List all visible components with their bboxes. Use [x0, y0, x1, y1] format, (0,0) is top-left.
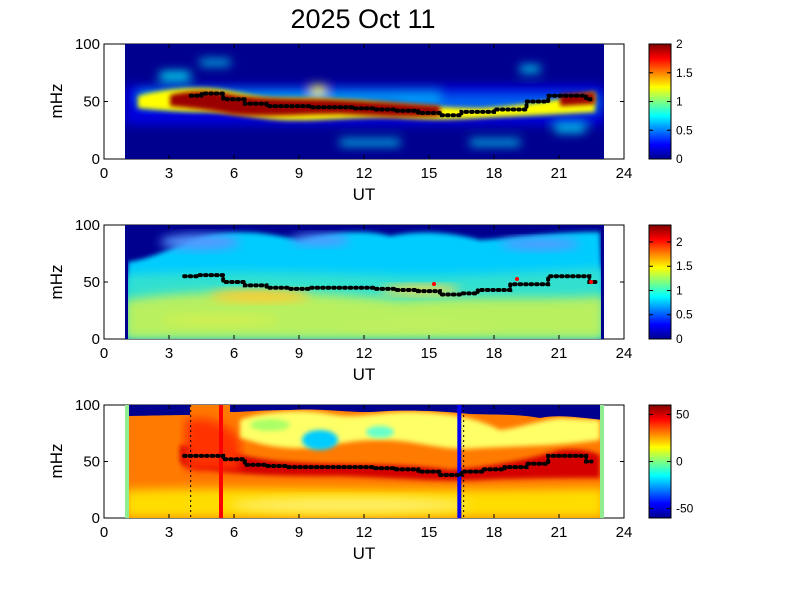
y-tick-label: 100: [75, 397, 100, 414]
x-tick-label: 0: [100, 524, 108, 541]
panel-2-outlier-point: [589, 280, 593, 284]
panel-1-y-ticks: 0 50 100: [75, 36, 624, 168]
colorbar-tick-label: 0: [676, 152, 683, 166]
panel-2-peak-track: [182, 273, 600, 297]
x-tick-label: 15: [421, 524, 438, 541]
panel-3-colorbar-ticks: -50 0 50: [649, 407, 694, 516]
y-tick-label: 50: [83, 454, 100, 471]
colorbar-tick-label: 1.5: [676, 66, 693, 80]
colorbar-tick-label: 0: [676, 332, 683, 346]
x-tick-label: 9: [295, 524, 303, 541]
panel-1: 0 3 6 9 12 15 18 21 24 0 50 100 UT mHz 0 0.5 1 1.5 2: [47, 36, 693, 204]
x-tick-label: 18: [486, 524, 503, 541]
panel-3-markers: [190, 405, 465, 518]
panel-2: 0 3 6 9 12 15 18 21 24 0 50 100 UT mHz 0 0.5 1 1.5 2: [47, 217, 693, 384]
panel-3-x-ticks: 0 3 6 9 12 15 18 21 24: [100, 405, 633, 541]
x-tick-label: 0: [100, 345, 108, 362]
colorbar-tick-label: 50: [676, 407, 690, 421]
panel-1-peak-track: [188, 91, 594, 118]
x-tick-label: 12: [356, 165, 373, 182]
x-tick-label: 6: [230, 345, 238, 362]
panel-3-xlabel: UT: [353, 544, 376, 563]
colorbar-tick-label: -50: [676, 502, 694, 516]
colorbar-tick-label: 0: [676, 455, 683, 469]
y-tick-label: 0: [92, 331, 100, 348]
x-tick-label: 12: [356, 524, 373, 541]
colorbar-tick-label: 1: [676, 95, 683, 109]
panel-2-heatmap: [125, 225, 604, 339]
x-tick-label: 6: [230, 524, 238, 541]
panel-2-outlier-point: [432, 282, 436, 286]
x-tick-label: 3: [165, 165, 173, 182]
panel-1-xlabel: UT: [353, 185, 376, 204]
x-tick-label: 3: [165, 524, 173, 541]
colorbar-tick-label: 2: [676, 37, 683, 51]
colorbar-tick-label: 1: [676, 283, 683, 297]
y-tick-label: 50: [83, 94, 100, 111]
x-tick-label: 3: [165, 345, 173, 362]
x-tick-label: 18: [486, 165, 503, 182]
x-tick-label: 24: [616, 165, 633, 182]
x-tick-label: 15: [421, 165, 438, 182]
panel-3-y-ticks: 0 50 100: [75, 397, 624, 527]
figure-title: 2025 Oct 11: [290, 4, 435, 34]
panel-3: 0 3 6 9 12 15 18 21 24 0 50 100 UT mHz -50 0 50: [47, 397, 694, 563]
panel-2-xlabel: UT: [353, 365, 376, 384]
x-tick-label: 24: [616, 345, 633, 362]
y-tick-label: 100: [75, 217, 100, 234]
y-tick-label: 50: [83, 274, 100, 291]
x-tick-label: 18: [486, 345, 503, 362]
colorbar-tick-label: 0.5: [676, 308, 693, 322]
panel-1-x-ticks: 0 3 6 9 12 15 18 21 24: [100, 44, 633, 182]
colorbar-tick-label: 0.5: [676, 123, 693, 137]
x-tick-label: 24: [616, 524, 633, 541]
x-tick-label: 9: [295, 165, 303, 182]
panel-2-y-ticks: 0 50 100: [75, 217, 624, 348]
panel-2-outlier-point: [515, 277, 519, 281]
colorbar-tick-label: 2: [676, 235, 683, 249]
panel-1-ylabel: mHz: [47, 84, 66, 119]
panel-2-ylabel: mHz: [47, 265, 66, 300]
y-tick-label: 100: [75, 36, 100, 53]
x-tick-label: 21: [551, 165, 568, 182]
panel-2-colorbar-ticks: 0 0.5 1 1.5 2: [649, 235, 693, 346]
x-tick-label: 21: [551, 345, 568, 362]
panel-3-ylabel: mHz: [47, 444, 66, 479]
x-tick-label: 15: [421, 345, 438, 362]
x-tick-label: 12: [356, 345, 373, 362]
colorbar-tick-label: 1.5: [676, 259, 693, 273]
panel-1-heatmap: [125, 44, 604, 159]
panel-1-colorbar-ticks: 0 0.5 1 1.5 2: [649, 37, 693, 166]
panel-3-heatmap: [125, 405, 604, 518]
x-tick-label: 0: [100, 165, 108, 182]
x-tick-label: 9: [295, 345, 303, 362]
panel-3-peak-track: [182, 453, 594, 478]
panel-2-x-ticks: 0 3 6 9 12 15 18 21 24: [100, 225, 633, 362]
y-tick-label: 0: [92, 151, 100, 168]
x-tick-label: 6: [230, 165, 238, 182]
panel-2-colorbar: [648, 224, 672, 340]
x-tick-label: 21: [551, 524, 568, 541]
y-tick-label: 0: [92, 510, 100, 527]
